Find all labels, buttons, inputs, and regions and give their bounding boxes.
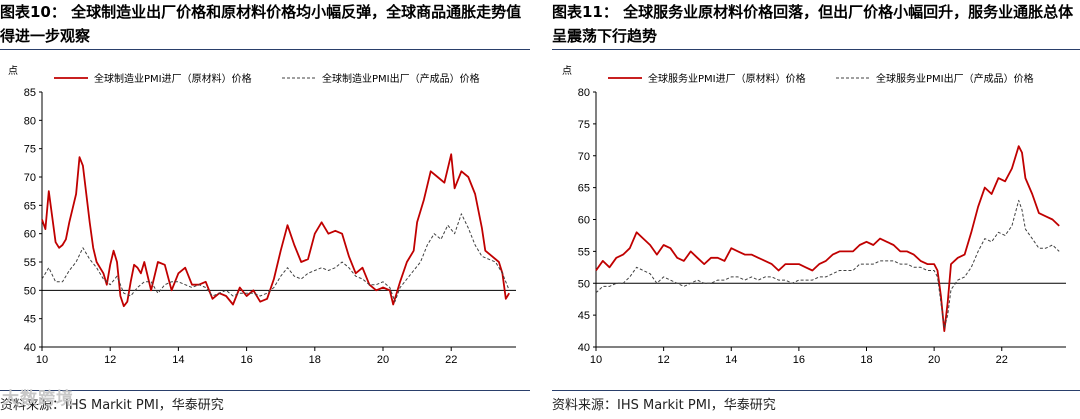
y-tick-label: 50 xyxy=(578,278,590,290)
title-divider xyxy=(552,49,1080,50)
y-tick-label: 60 xyxy=(24,229,36,241)
watermark-text: 大数跨境 xyxy=(2,389,74,409)
y-unit-label: 点 xyxy=(8,65,18,77)
y-tick-label: 40 xyxy=(578,342,590,354)
y-tick-label: 70 xyxy=(578,151,590,163)
y-tick-label: 85 xyxy=(24,87,36,99)
x-tick-label: 16 xyxy=(240,354,252,366)
chart-source: 资料来源：IHS Markit PMI，华泰研究 xyxy=(552,398,776,413)
y-tick-label: 45 xyxy=(578,310,590,322)
y-tick-label: 70 xyxy=(24,172,36,184)
y-tick-label: 50 xyxy=(24,285,36,297)
manufacturing-price-chart: 点 40 45 50 55 60 65 70 75 80 85 10 12 14 16 18 20 22 全球制造业… xyxy=(8,65,516,366)
y-tick-label: 60 xyxy=(578,215,590,227)
x-tick-label: 14 xyxy=(725,354,737,366)
series-line-input-prices xyxy=(41,153,510,308)
x-tick-label: 12 xyxy=(658,354,670,366)
chart-title: 图表10： 全球制造业出厂价格和原材料价格均小幅反弹，全球商品通胀走势值得进一步… xyxy=(0,3,522,45)
legend-entry: 全球制造业PMI进厂（原材料）价格 xyxy=(94,72,252,85)
source-divider xyxy=(552,390,1080,391)
y-tick-label: 65 xyxy=(24,200,36,212)
x-tick-label: 20 xyxy=(377,354,389,366)
y-tick-label: 45 xyxy=(24,314,36,326)
y-tick-label: 75 xyxy=(578,119,590,131)
chart-source: 资料来源：IHS Markit PMI，华泰研究 xyxy=(0,398,224,413)
x-tick-label: 18 xyxy=(309,354,321,366)
services-price-chart: 点 40 45 50 55 60 65 70 75 80 10 12 14 16 18 20 22 全球服务业PM… xyxy=(562,65,1066,366)
x-tick-label: 14 xyxy=(172,354,184,366)
y-tick-label: 65 xyxy=(578,183,590,195)
legend-entry: 全球服务业PMI出厂（产成品）价格 xyxy=(876,72,1034,85)
x-tick-label: 20 xyxy=(928,354,940,366)
x-tick-label: 10 xyxy=(590,354,602,366)
series-line-output-prices xyxy=(41,213,510,303)
series-line-input-prices xyxy=(595,145,1060,333)
series-line-output-prices xyxy=(595,199,1060,329)
y-unit-label: 点 xyxy=(562,65,572,77)
x-tick-label: 22 xyxy=(996,354,1008,366)
x-tick-label: 22 xyxy=(445,354,457,366)
source-divider xyxy=(0,390,530,391)
y-tick-label: 80 xyxy=(578,87,590,99)
x-tick-label: 16 xyxy=(793,354,805,366)
y-tick-label: 75 xyxy=(24,144,36,156)
y-tick-label: 80 xyxy=(24,115,36,127)
chart-title: 图表11： 全球服务业原材料价格回落，但出厂价格小幅回升，服务业通胀总体呈震荡下… xyxy=(552,3,1074,45)
y-tick-label: 55 xyxy=(578,246,590,258)
watermark-logo: 大数跨境 xyxy=(2,384,74,409)
x-tick-label: 18 xyxy=(860,354,872,366)
x-tick-label: 12 xyxy=(104,354,116,366)
x-tick-label: 10 xyxy=(36,354,48,366)
chart-panel-manufacturing: 图表10： 全球制造业出厂价格和原材料价格均小幅反弹，全球商品通胀走势值得进一步… xyxy=(0,0,530,419)
chart-panel-services: 图表11： 全球服务业原材料价格回落，但出厂价格小幅回升，服务业通胀总体呈震荡下… xyxy=(552,0,1080,419)
y-tick-label: 40 xyxy=(24,342,36,354)
legend-entry: 全球服务业PMI进厂（原材料）价格 xyxy=(648,72,806,85)
y-tick-label: 55 xyxy=(24,257,36,269)
legend-entry: 全球制造业PMI出厂（产成品）价格 xyxy=(322,72,480,85)
title-divider xyxy=(0,49,530,50)
